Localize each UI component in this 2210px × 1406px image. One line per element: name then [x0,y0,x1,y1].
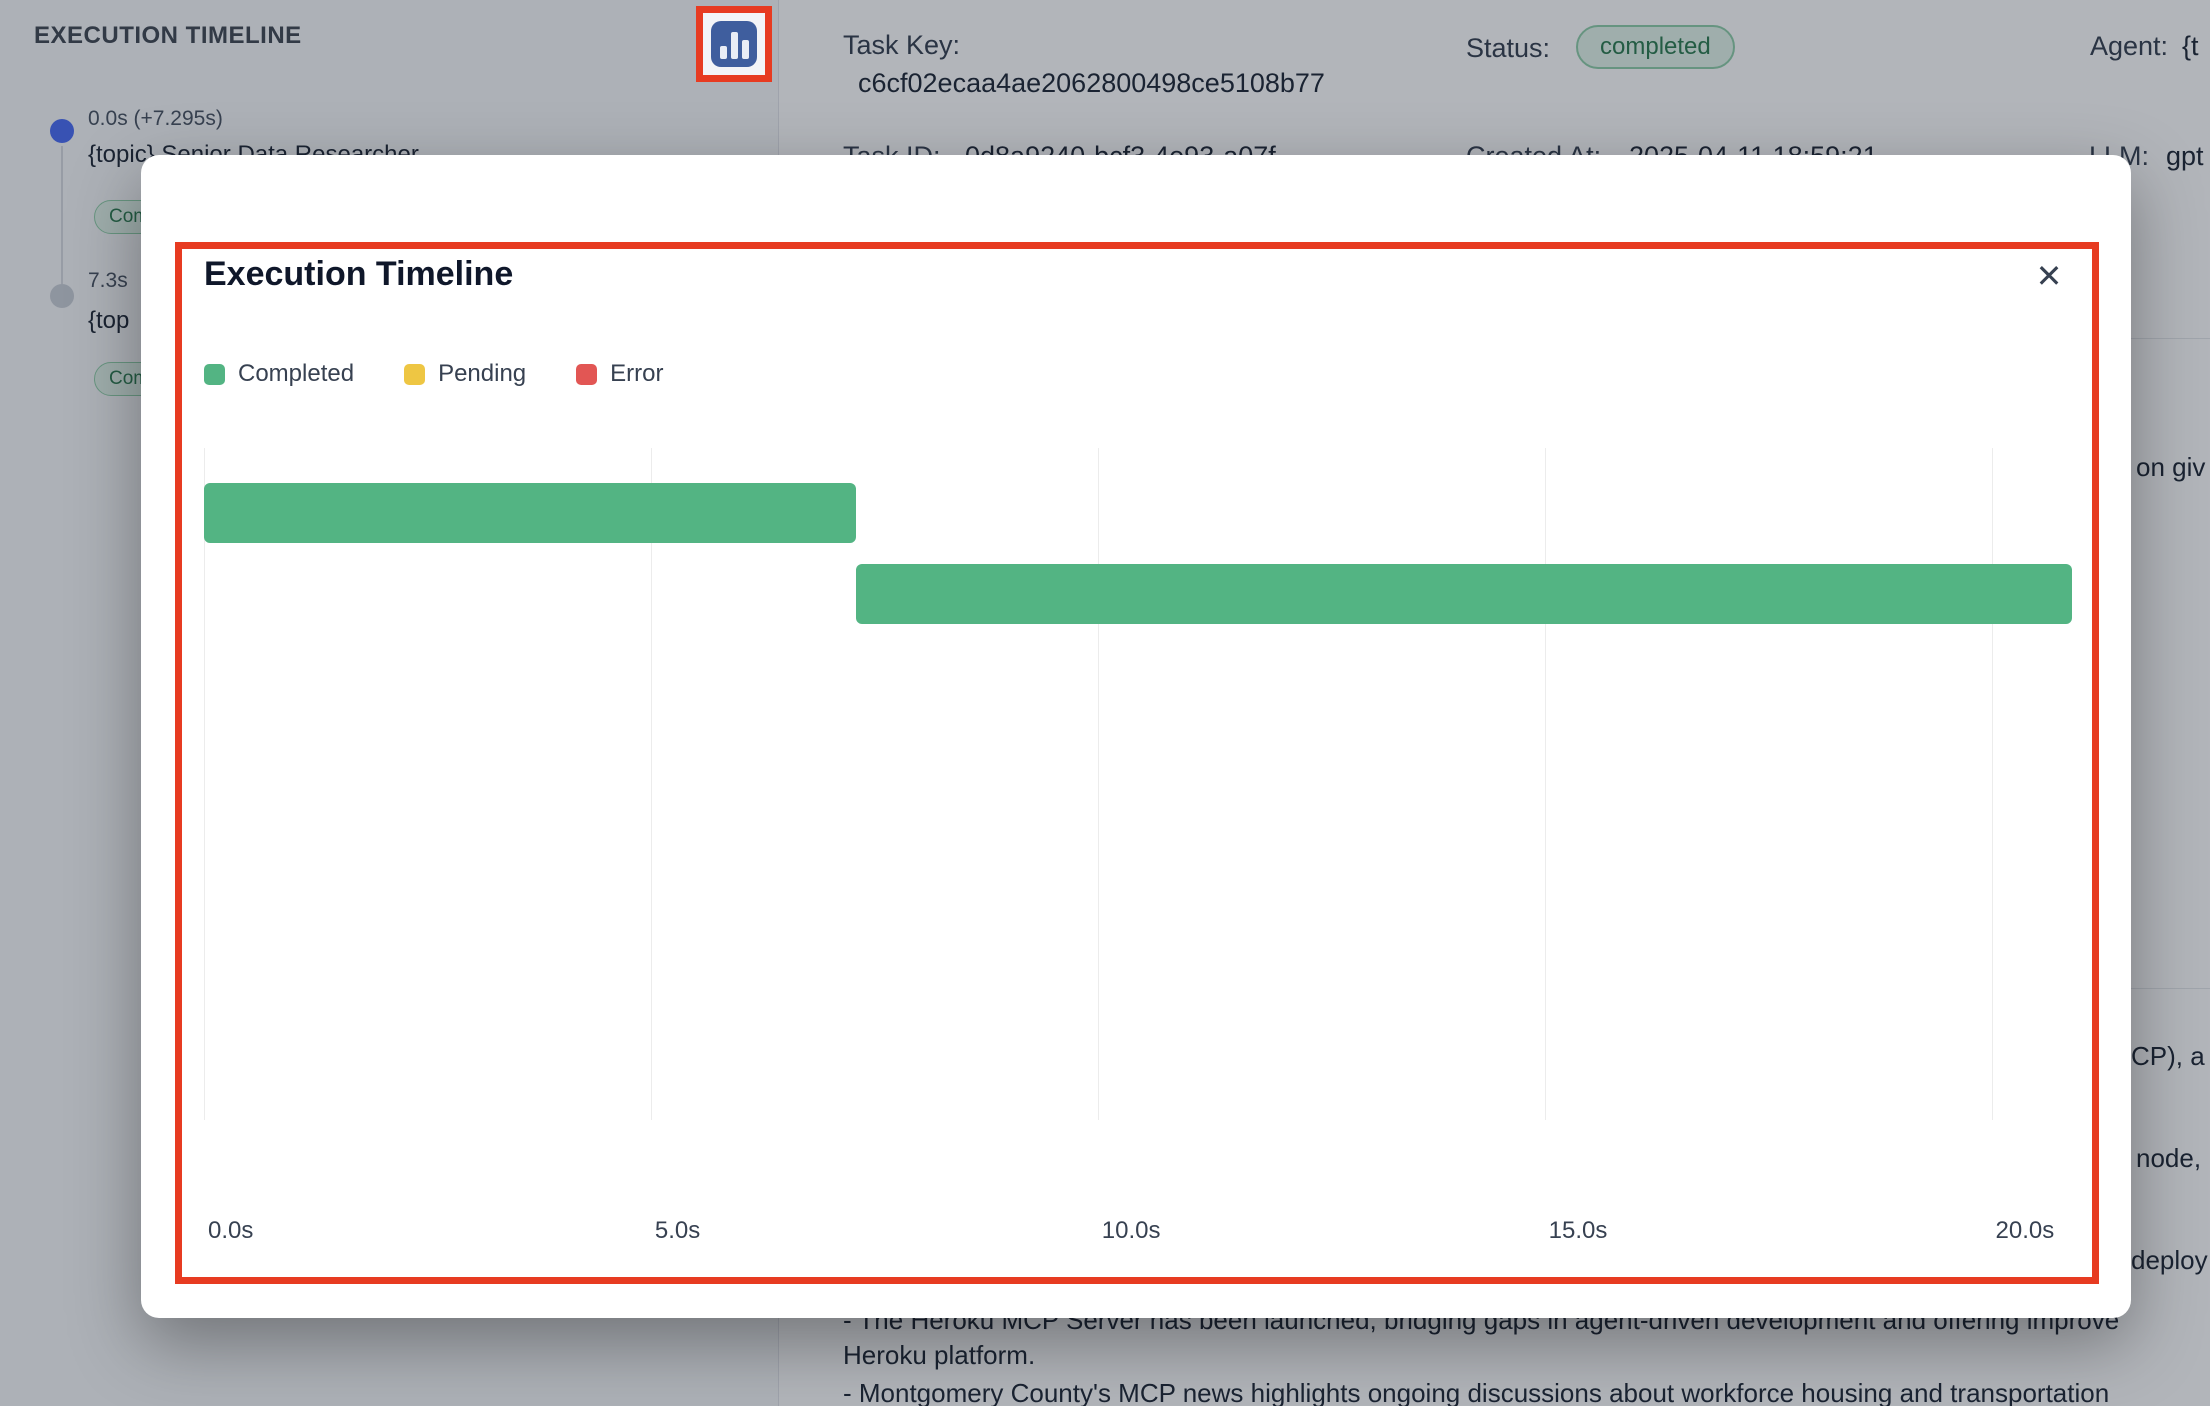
timeline-dot-active [50,119,74,143]
close-icon[interactable]: ✕ [2035,258,2063,294]
clipped-text-fragment: node, [2136,1143,2202,1173]
gridline [1097,448,1099,1120]
legend-swatch [576,363,598,385]
clipped-text-fragment: on giv [2136,452,2206,482]
clipped-text-fragment: CP), a [2131,1041,2205,1071]
x-tick-label: 5.0s [654,1217,701,1244]
bar-chart-icon-bar [719,46,727,59]
x-tick-label: 15.0s [1548,1217,1608,1244]
legend-label: Completed [238,360,355,387]
llm-value: gpt [2166,141,2204,171]
x-tick-label: 10.0s [1101,1217,1161,1244]
bar-chart-icon-bar [741,40,749,59]
modal-title: Execution Timeline [204,255,514,293]
task-key-value: c6cf02ecaa4ae2062800498ce5108b77 [858,68,1325,98]
legend-swatch [404,363,426,385]
gridline [1991,448,1993,1120]
legend-label: Pending [438,360,527,387]
task-output-line: Heroku platform. [843,1340,1036,1370]
annotation-box-icon [696,6,772,82]
sidebar-title: EXECUTION TIMELINE [34,22,302,49]
agent-value: {t [2182,31,2199,61]
legend-label: Error [610,360,664,387]
clipped-text-fragment: deploy [2131,1245,2208,1275]
timeline-dot-idle [50,284,74,308]
gridline [650,448,652,1120]
status-completed-badge: completed [1576,25,1735,69]
gantt-plot [204,448,2072,1120]
task-key-label: Task Key: [843,30,961,60]
task-output-line: - Montgomery County's MCP news highlight… [843,1378,2110,1406]
chart-legend: Completed Pending Error [204,360,663,388]
legend-item: Completed [204,360,354,388]
bar-chart-icon[interactable] [711,21,757,67]
legend-item: Pending [404,360,526,388]
legend-swatch [204,363,225,385]
x-tick-label: 20.0s [1995,1217,2055,1244]
gantt-bar[interactable] [856,564,2072,624]
gantt-x-axis: 0.0s 5.0s 10.0s 15.0s 20.0s [204,1217,2072,1253]
timeline-entry-label[interactable]: {top [88,307,130,334]
execution-timeline-modal: Execution Timeline ✕ Completed Pending Err… [141,155,2131,1318]
timeline-entry-time[interactable]: 7.3s [88,269,128,292]
agent-label: Agent: [2090,31,2169,61]
gridline [1544,448,1546,1120]
timeline-connector [61,146,63,284]
gridline [204,448,205,1120]
x-tick-label: 0.0s [208,1217,254,1244]
bar-chart-icon-bar [730,32,738,59]
legend-item: Error [576,360,663,388]
timeline-entry-time[interactable]: 0.0s (+7.295s) [88,107,223,130]
status-label: Status: [1466,33,1551,63]
gantt-bar[interactable] [204,483,856,543]
